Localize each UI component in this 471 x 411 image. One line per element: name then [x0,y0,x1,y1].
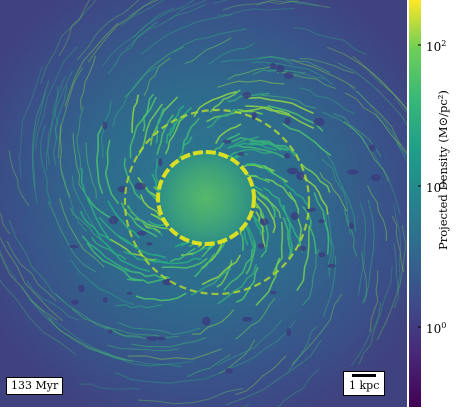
low-density-void [284,118,290,125]
low-density-void [286,328,291,336]
low-density-void [371,174,381,181]
colorbar [409,0,421,407]
low-density-void [146,337,158,342]
low-density-void [127,292,133,295]
low-density-void [284,72,293,79]
low-density-void [71,299,79,304]
colorbar-tick-label: 100 [426,320,446,335]
low-density-void [347,169,359,174]
low-density-void [103,297,108,303]
low-density-void [157,336,166,340]
low-density-void [270,291,277,295]
low-density-void [291,212,300,220]
scale-bar [352,374,376,377]
low-density-void [108,329,113,333]
low-density-void [349,223,354,230]
low-density-void [284,153,290,159]
scale-bar-label: 1 kpc [349,379,379,392]
low-density-void [109,216,119,224]
low-density-void [287,168,299,175]
low-density-void [369,144,376,151]
low-density-void [276,65,284,73]
low-density-void [298,246,306,251]
low-density-void [78,285,84,292]
low-density-void [102,122,107,130]
low-density-void [137,231,147,236]
low-density-void [327,264,336,268]
scale-bar-box: 1 kpc [343,371,385,396]
low-density-void [258,243,265,248]
low-density-void [69,245,79,249]
low-density-void [306,208,316,212]
low-density-void [270,63,276,69]
low-density-void [242,317,252,322]
low-density-void [225,368,233,374]
low-density-void [202,317,211,326]
low-density-void [242,92,251,99]
low-density-void [314,118,325,126]
time-label: 133 Myr [6,377,63,395]
low-density-void [319,219,325,223]
low-density-void [135,183,146,190]
colorbar-tick-label: 102 [426,38,446,53]
colorbar-unit: M⊙/pc² [436,95,450,139]
density-projection-image [0,0,407,407]
low-density-void [296,171,304,180]
low-density-void [223,140,232,144]
low-density-void [158,158,162,166]
low-density-void [318,252,325,257]
low-density-void [238,152,245,156]
low-density-void [146,242,152,245]
low-density-void [259,218,268,225]
colorbar-label: Projected Density (M⊙/pc²) [436,90,450,250]
